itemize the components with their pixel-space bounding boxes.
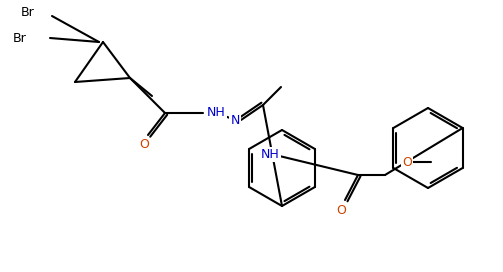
Text: O: O <box>402 156 412 168</box>
Text: Br: Br <box>21 5 35 18</box>
Text: O: O <box>336 203 346 217</box>
Text: O: O <box>139 138 149 152</box>
Text: NH: NH <box>207 107 226 119</box>
Text: Br: Br <box>13 32 27 45</box>
Text: NH: NH <box>261 147 280 160</box>
Text: N: N <box>230 113 240 126</box>
